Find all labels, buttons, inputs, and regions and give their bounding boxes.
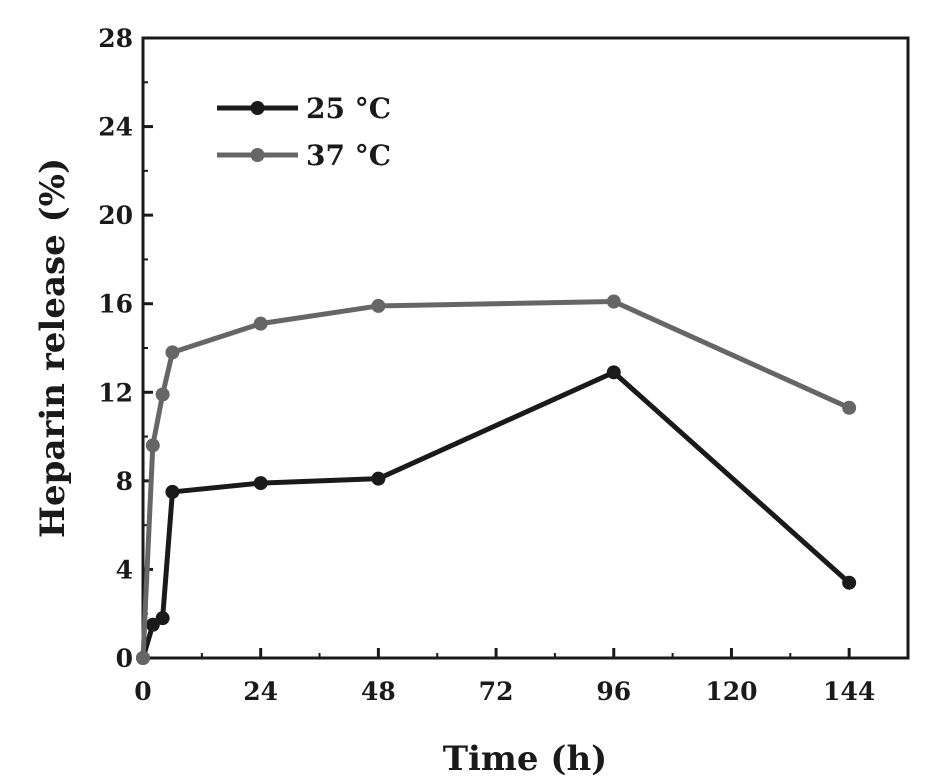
legend: 25 °C 37 °C bbox=[217, 92, 391, 172]
x-tick-label: 72 bbox=[479, 677, 514, 706]
y-axis-title: Heparin release (%) bbox=[33, 158, 73, 538]
x-tick-label: 96 bbox=[596, 677, 631, 706]
x-axis-title: Time (h) bbox=[443, 739, 608, 779]
data-point bbox=[155, 387, 170, 402]
series-2 bbox=[136, 294, 857, 665]
data-point bbox=[165, 484, 180, 499]
y-tick-label: 4 bbox=[116, 555, 133, 584]
y-tick-label: 0 bbox=[116, 644, 133, 673]
y-tick-label: 20 bbox=[98, 201, 133, 230]
data-point bbox=[145, 617, 160, 632]
x-tick-label: 120 bbox=[705, 677, 757, 706]
series-line bbox=[140, 369, 851, 659]
x-tick-label: 0 bbox=[134, 677, 151, 706]
data-point bbox=[371, 471, 386, 486]
series-layer bbox=[136, 294, 857, 665]
data-point bbox=[165, 345, 180, 360]
y-tick-label: 12 bbox=[98, 378, 133, 407]
y-tick-label: 28 bbox=[98, 24, 133, 53]
legend-label: 25 °C bbox=[306, 92, 391, 125]
data-point bbox=[253, 476, 268, 491]
data-point bbox=[842, 575, 857, 590]
y-tick-label: 16 bbox=[98, 290, 133, 319]
y-axis: 0 4 8 12 16 20 24 28 bbox=[98, 24, 153, 673]
x-tick-label: 144 bbox=[823, 677, 875, 706]
data-point bbox=[155, 611, 170, 626]
y-tick-label: 24 bbox=[98, 113, 133, 142]
data-point bbox=[136, 651, 150, 665]
data-point bbox=[606, 365, 621, 380]
y-tick-label: 8 bbox=[116, 467, 133, 496]
data-point bbox=[145, 438, 160, 453]
x-tick-label: 24 bbox=[243, 677, 278, 706]
legend-marker bbox=[250, 101, 265, 115]
data-point bbox=[371, 298, 386, 313]
legend-marker bbox=[250, 148, 265, 162]
data-point bbox=[253, 316, 268, 331]
legend-label: 37 °C bbox=[306, 139, 391, 172]
x-tick-label: 48 bbox=[361, 677, 396, 706]
series-1 bbox=[136, 365, 857, 665]
plot-frame bbox=[141, 36, 910, 660]
data-point bbox=[606, 294, 621, 309]
data-point bbox=[842, 400, 857, 415]
series-line bbox=[140, 299, 851, 659]
x-axis: 0 24 48 72 96 120 144 bbox=[134, 648, 875, 706]
